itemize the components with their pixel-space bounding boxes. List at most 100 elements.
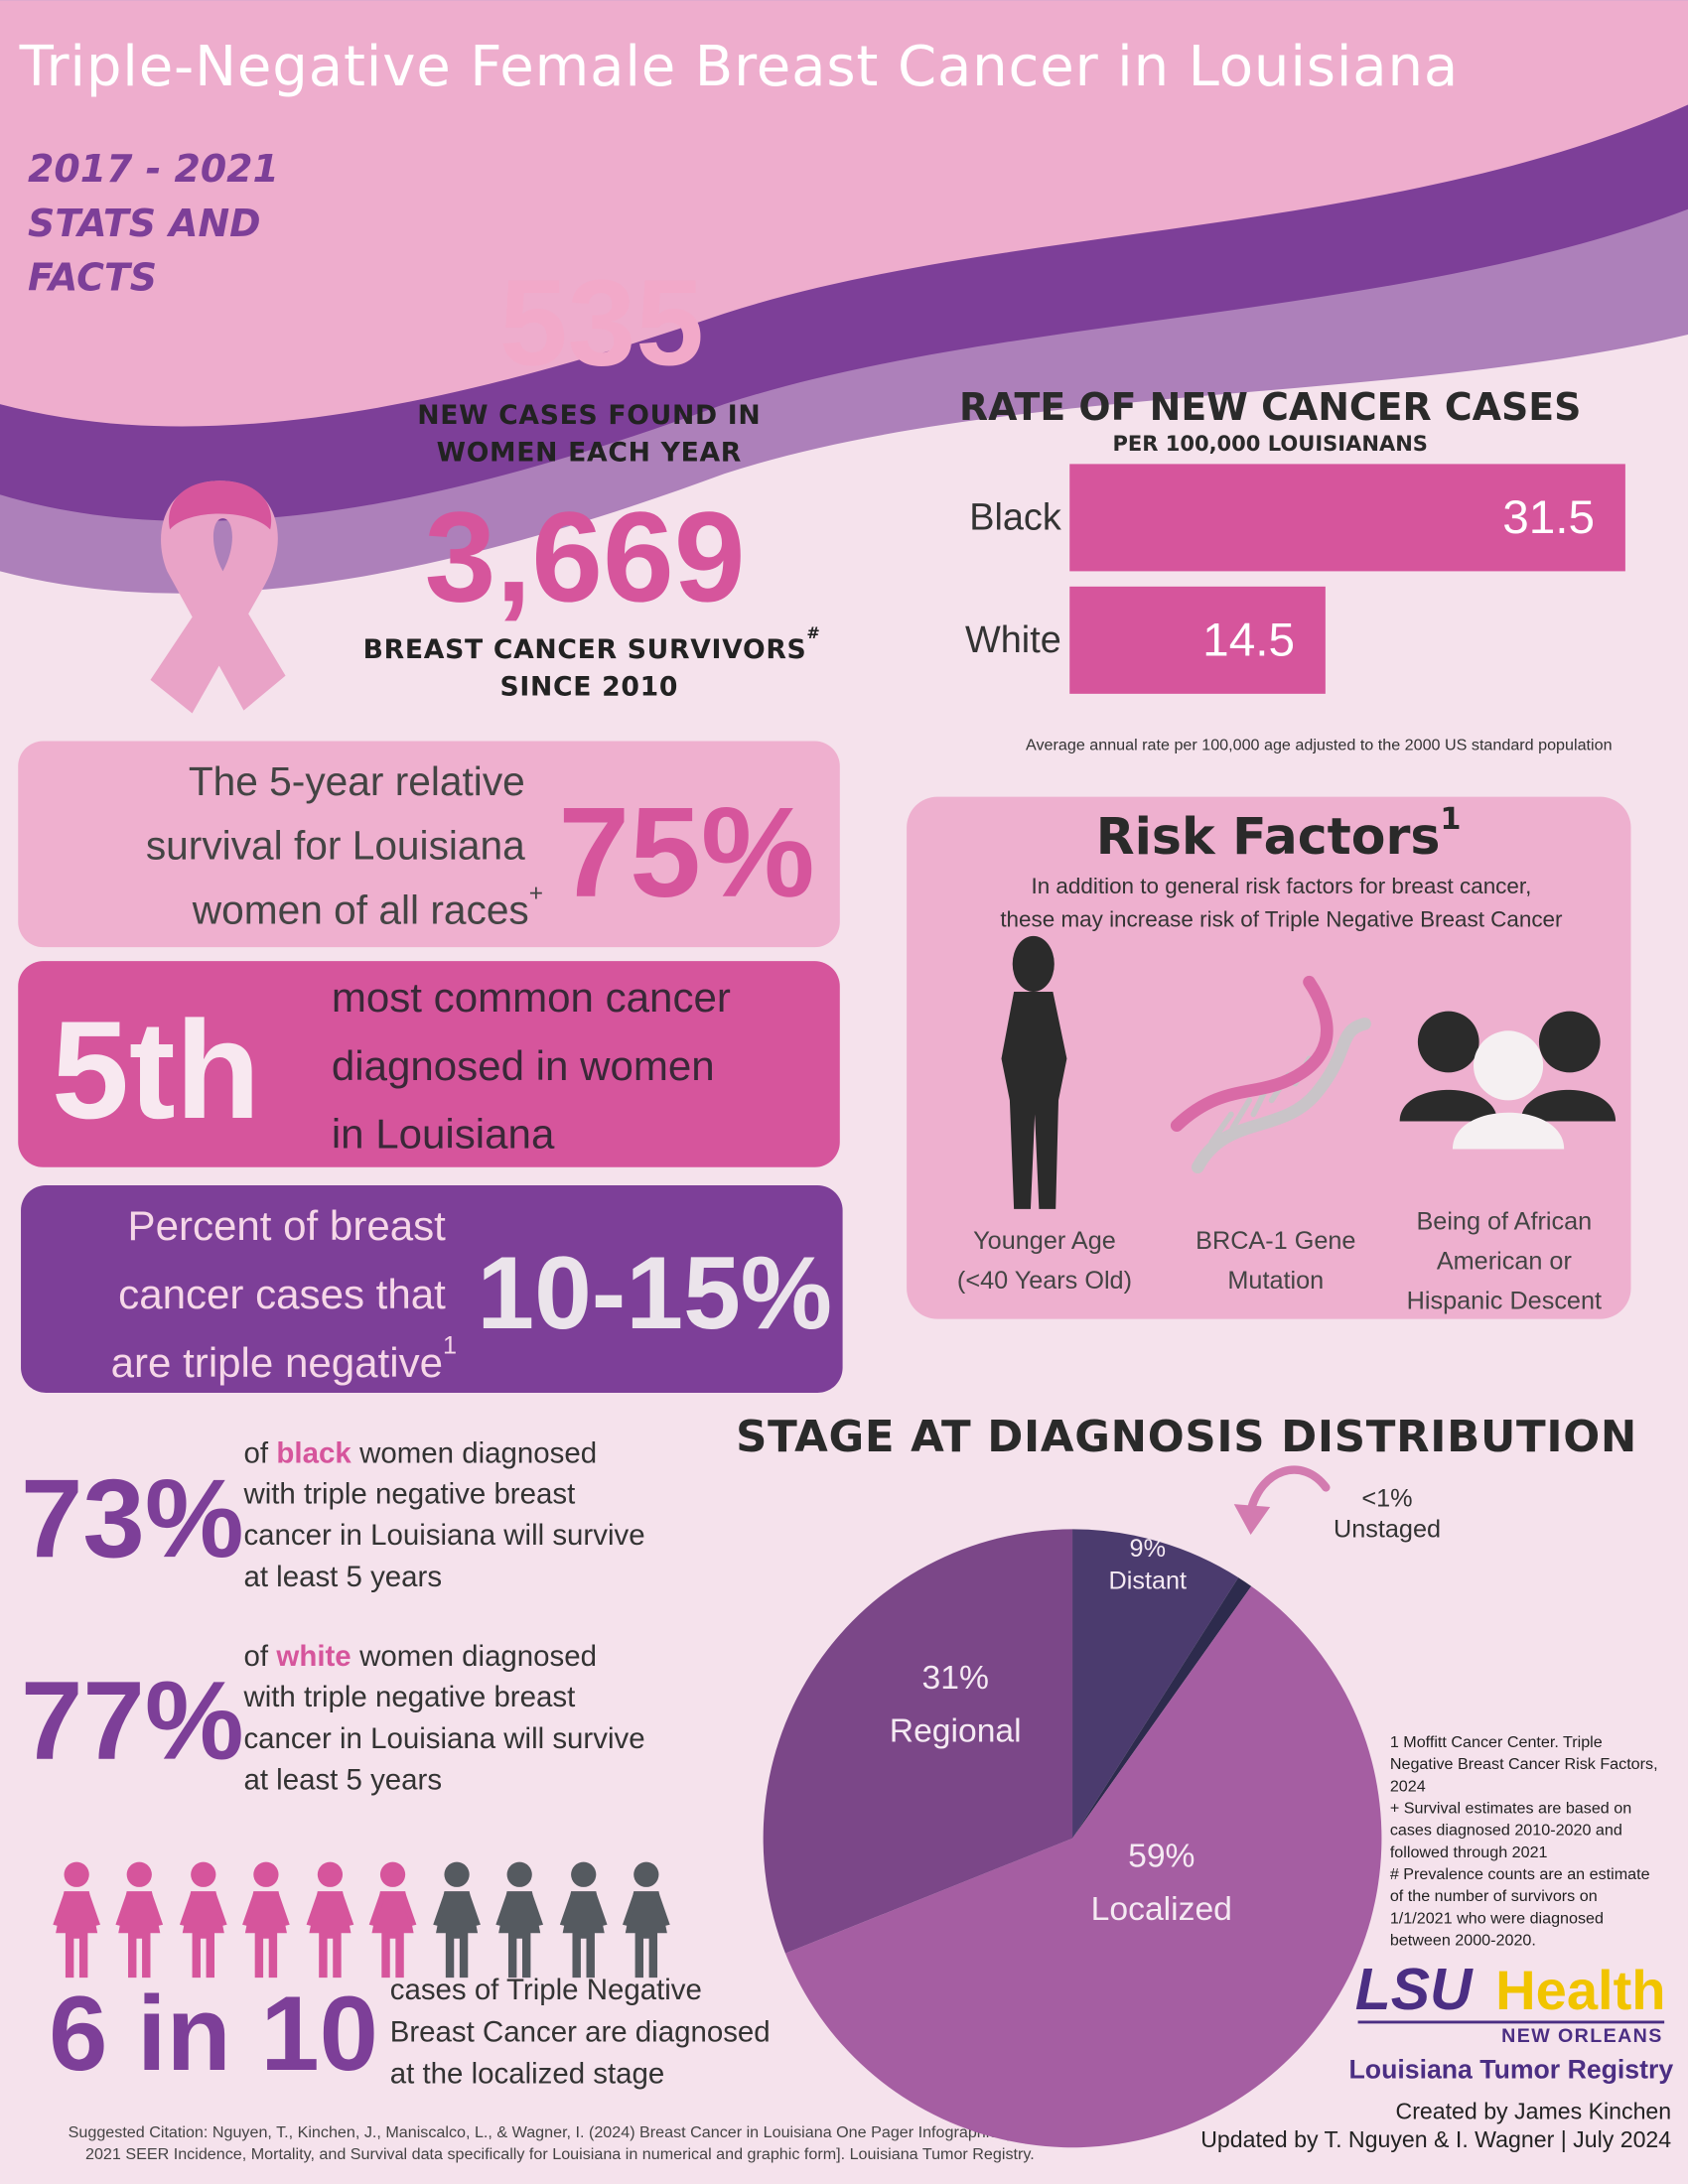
- footnote: 1/1/2021 who were diagnosed: [1390, 1909, 1604, 1927]
- slice-label: Distant: [1109, 1567, 1188, 1594]
- woman-icon: [1001, 935, 1067, 1209]
- localized-value: 6 in 10: [49, 1974, 378, 2093]
- value-label: 14.5: [1202, 614, 1295, 666]
- rank-value: 5th: [52, 992, 260, 1148]
- slice-label: Regional: [890, 1712, 1022, 1749]
- subtitle: FACTS: [28, 255, 157, 299]
- risk-item: Mutation: [1227, 1267, 1324, 1295]
- localized-text: at the localized stage: [390, 2057, 665, 2090]
- category-label: Black: [969, 496, 1061, 538]
- race-survival-text: with triple negative breast: [242, 1681, 575, 1713]
- race-survival-text: at least 5 years: [243, 1764, 442, 1797]
- dna-strand: [1191, 1017, 1371, 1174]
- survival-box: [18, 741, 840, 948]
- footnote: + Survival estimates are based on: [1390, 1800, 1631, 1818]
- risk-title: Risk Factors1: [1096, 802, 1462, 866]
- footnote: followed through 2021: [1390, 1843, 1548, 1861]
- arrow: [1246, 1465, 1331, 1516]
- triple-negative-text-text: are triple negative: [111, 1339, 443, 1386]
- survivors-label: SINCE 2010: [500, 671, 679, 702]
- race-name: white: [275, 1640, 351, 1673]
- woman-head: [1012, 935, 1055, 993]
- wave-pink: [0, 0, 1688, 427]
- pie-slice: [1072, 1529, 1239, 1839]
- race-survival-text: of black women diagnosed: [243, 1436, 597, 1469]
- note-mark: 1: [1440, 802, 1461, 837]
- note-mark: 1: [443, 1331, 457, 1359]
- logo-registry: Louisiana Tumor Registry: [1349, 2055, 1674, 2085]
- localized-text: cases of Triple Negative: [390, 1974, 702, 2006]
- race-survival-text: cancer in Louisiana will survive: [243, 1519, 644, 1552]
- credit: Updated by T. Nguyen & I. Wagner | July …: [1200, 2126, 1671, 2152]
- survival-text: The 5-year relative: [189, 758, 525, 804]
- risk-intro: In addition to general risk factors for …: [1031, 874, 1531, 898]
- triple-negative-text: are triple negative1: [111, 1331, 457, 1385]
- pie-slice: [784, 1585, 1382, 2148]
- prefix: of: [243, 1640, 268, 1673]
- localized-text: Breast Cancer are diagnosed: [390, 2015, 771, 2048]
- footnote: 2024: [1390, 1777, 1426, 1795]
- chart-title: STAGE AT DIAGNOSIS DISTRIBUTION: [736, 1413, 1637, 1462]
- woman-body: [1001, 992, 1067, 1209]
- slice-label: Localized: [1091, 1891, 1232, 1928]
- race-survival-value: 73%: [21, 1455, 244, 1580]
- footnote: between 2000-2020.: [1390, 1931, 1536, 1949]
- risk-item: Younger Age: [973, 1227, 1116, 1255]
- footnote: 1 Moffitt Cancer Center. Triple: [1390, 1733, 1603, 1751]
- footnote: # Prevalence counts are an estimate: [1390, 1865, 1650, 1883]
- risk-intro: these may increase risk of Triple Negati…: [1000, 907, 1563, 932]
- bar: [1069, 586, 1326, 694]
- footnote: Negative Breast Cancer Risk Factors,: [1390, 1755, 1658, 1773]
- rank-text: diagnosed in women: [332, 1042, 715, 1089]
- subtitle: STATS AND: [28, 202, 261, 245]
- arrow-head: [1233, 1504, 1271, 1536]
- pie-slice: [1072, 1577, 1252, 1839]
- risk-item: (<40 Years Old): [957, 1267, 1132, 1295]
- chart-note: Average annual rate per 100,000 age adju…: [1026, 737, 1613, 754]
- ribbon-top: [169, 480, 272, 530]
- survival-text-text: women of all races: [192, 887, 529, 932]
- ribbon: [150, 480, 286, 714]
- new-cases-label: WOMEN EACH YEAR: [437, 438, 742, 469]
- citation: Suggested Citation: Nguyen, T., Kinchen,…: [69, 2123, 1052, 2141]
- triple-negative-value: 10-15%: [477, 1235, 832, 1350]
- risk-item: BRCA-1 Gene: [1196, 1227, 1355, 1255]
- new-cases-value: 535: [499, 255, 704, 392]
- triple-negative-text: Percent of breast: [128, 1202, 447, 1249]
- slice-value-label: 9%: [1130, 1535, 1166, 1563]
- risk-item: Hispanic Descent: [1407, 1287, 1602, 1314]
- survivors-label-text: BREAST CANCER SURVIVORS: [363, 633, 807, 664]
- risk-title-text: Risk Factors: [1096, 806, 1441, 865]
- logo-city: NEW ORLEANS: [1501, 2025, 1663, 2047]
- value-label: 31.5: [1502, 491, 1595, 544]
- triple-negative-text: cancer cases that: [118, 1271, 446, 1317]
- race-survival-text: at least 5 years: [243, 1561, 442, 1593]
- race-text: women diagnosed: [358, 1640, 597, 1673]
- rank-text: in Louisiana: [332, 1111, 555, 1158]
- pie-slice: [763, 1529, 1073, 1954]
- period: 2017 - 2021: [28, 147, 279, 191]
- risk-item: Being of African: [1416, 1207, 1592, 1235]
- new-cases-label: NEW CASES FOUND IN: [417, 400, 761, 431]
- survival-value: 75%: [558, 781, 814, 924]
- prefix: of: [243, 1436, 268, 1469]
- footnote: of the number of survivors on: [1390, 1887, 1598, 1905]
- race-name: black: [276, 1436, 352, 1469]
- logo-brand: LSU: [1355, 1958, 1474, 2022]
- people-icon: [1399, 1011, 1617, 1150]
- credit: Created by James Kinchen: [1396, 2099, 1672, 2124]
- risk-box: [907, 796, 1631, 1319]
- slice-label: Unstaged: [1334, 1515, 1441, 1543]
- note-mark: +: [529, 880, 543, 906]
- race-survival-text: cancer in Louisiana will survive: [243, 1722, 644, 1755]
- race-survival-value: 77%: [21, 1658, 244, 1783]
- category-label: White: [965, 619, 1061, 661]
- rank-text: most common cancer: [332, 974, 731, 1021]
- page-title: Triple-Negative Female Breast Cancer in …: [19, 35, 1459, 99]
- footnote: cases diagnosed 2010-2020 and: [1390, 1822, 1622, 1840]
- note-mark: #: [806, 623, 820, 642]
- survivors-value: 3,669: [425, 485, 746, 628]
- citation: 2021 SEER Incidence, Mortality, and Surv…: [85, 2145, 1035, 2163]
- dna-strand: [1170, 975, 1334, 1132]
